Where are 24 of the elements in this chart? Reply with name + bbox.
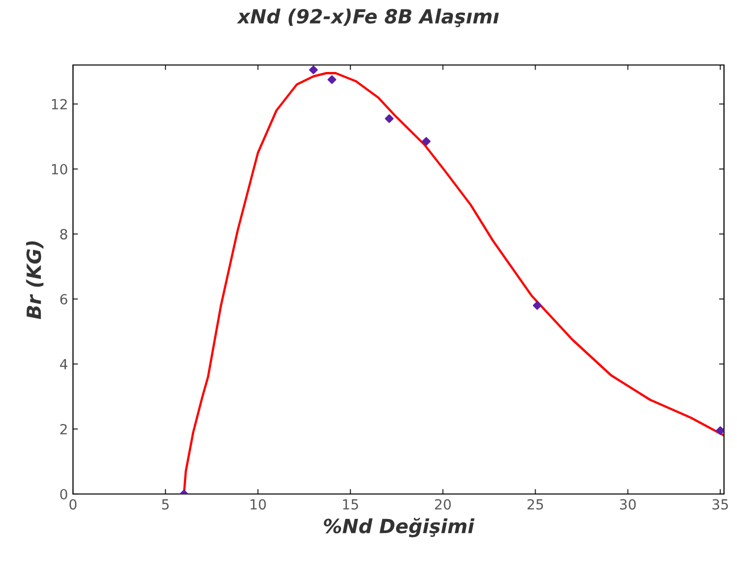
y-tick-label: 12 [52,98,67,110]
x-tick-label: 15 [343,499,358,510]
y-tick-label: 10 [52,164,68,174]
point [532,301,542,310]
x-axis-title: %Nd Değişimi [324,518,474,538]
point [309,66,318,74]
y-tick-label: 2 [60,424,67,434]
x-tick-label: 0 [69,499,76,510]
x-tick-label: 35 [712,499,728,510]
point [384,114,394,123]
point [328,75,336,84]
chart-title: xNd (92-x)Fe 8B Alaşımı [236,8,499,28]
x-tick-label: 5 [162,499,169,510]
y-tick-label: 0 [60,488,68,500]
point [422,137,431,146]
y-tick-label: 6 [60,294,68,304]
y-axis-title: Br (KG) [26,241,44,320]
x-tick-label: 20 [435,499,451,510]
y-tick-label: 8 [60,228,68,240]
y-tick-label: 4 [60,359,68,370]
x-tick-label: 25 [528,499,543,510]
x-tick-label: 30 [620,499,636,510]
x-tick-label: 10 [250,499,266,510]
point [716,426,724,435]
